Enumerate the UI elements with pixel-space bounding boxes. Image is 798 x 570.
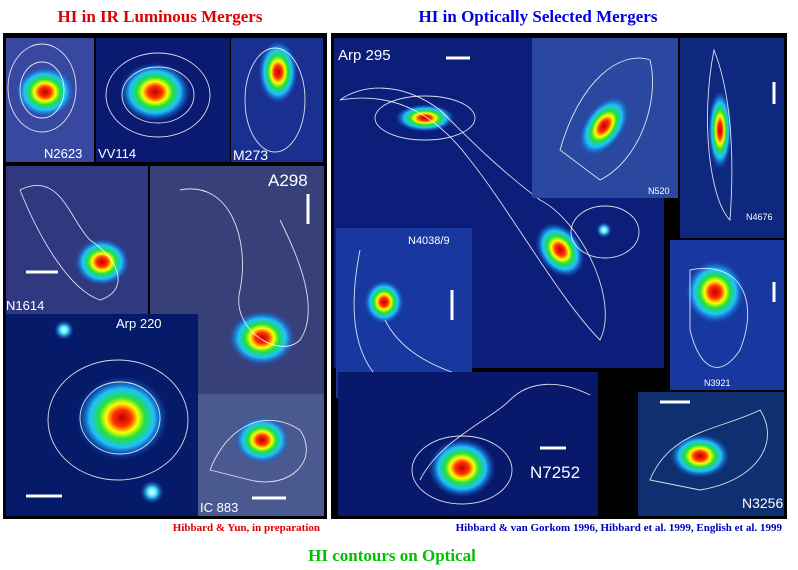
heading: HI in IR Luminous Mergers [58, 7, 263, 26]
image-shape [209, 419, 307, 483]
panel-label: N4676 [746, 212, 773, 222]
image-shape [19, 184, 119, 301]
image-shape [76, 376, 168, 460]
image-shape [559, 57, 653, 181]
image-shape [105, 52, 211, 138]
image-shape [140, 480, 164, 504]
image-shape [374, 95, 476, 141]
image-shape [244, 47, 306, 153]
caption: HI contours on Optical [308, 546, 476, 565]
panel-label: VV114 [98, 146, 136, 161]
panel-label: N1614 [6, 298, 44, 313]
panel-label: N3256 [742, 495, 783, 511]
image-shape [121, 66, 195, 124]
image-shape [578, 95, 630, 157]
image-shape [15, 66, 75, 118]
panel-label: N520 [648, 186, 670, 196]
image-shape [119, 62, 191, 122]
panel-label: IC 883 [200, 500, 238, 515]
image-shape [234, 416, 290, 464]
image-shape [570, 205, 640, 259]
image-shape [19, 61, 65, 119]
heading: HI in Optically Selected Mergers [419, 7, 658, 26]
credit: Hibbard & van Gorkom 1996, Hibbard et al… [456, 522, 783, 534]
image-shape [680, 38, 784, 238]
image-shape [79, 381, 161, 455]
image-shape [6, 166, 148, 314]
image-shape [596, 222, 612, 238]
credit: Hibbard & Yun, in preparation [173, 522, 320, 534]
image-shape [7, 43, 77, 133]
panel-label: A298 [268, 171, 308, 190]
panel-label: N4038/9 [408, 235, 450, 247]
panel-label: Arp 220 [116, 316, 162, 331]
image-shape [670, 434, 730, 478]
image-shape [428, 438, 496, 498]
image-shape [419, 383, 591, 481]
image-shape [707, 48, 733, 222]
image-shape [74, 238, 130, 286]
image-shape [54, 320, 74, 340]
image-shape [47, 359, 189, 481]
image-shape [685, 260, 745, 324]
image-shape [395, 104, 455, 132]
panel-label: Arp 295 [338, 47, 391, 64]
image-shape [364, 280, 404, 324]
image-shape [535, 222, 585, 278]
image-shape [708, 90, 732, 170]
image-shape [339, 87, 606, 341]
panel-labels: N2623 VV114 M273 A298 N1614 Arp 220 IC 8… [6, 47, 783, 515]
image-shape [179, 188, 309, 347]
left-panels [6, 38, 324, 516]
panel-label: N2623 [44, 146, 82, 161]
panel-label: M273 [233, 147, 268, 163]
image-shape [411, 435, 513, 505]
image-shape [258, 40, 298, 104]
image-shape [228, 310, 296, 366]
right-panels [334, 38, 784, 516]
image-shape [689, 268, 749, 368]
panel-label: N3921 [704, 378, 731, 388]
image-shape [649, 409, 768, 491]
panel-label: N7252 [530, 463, 580, 482]
